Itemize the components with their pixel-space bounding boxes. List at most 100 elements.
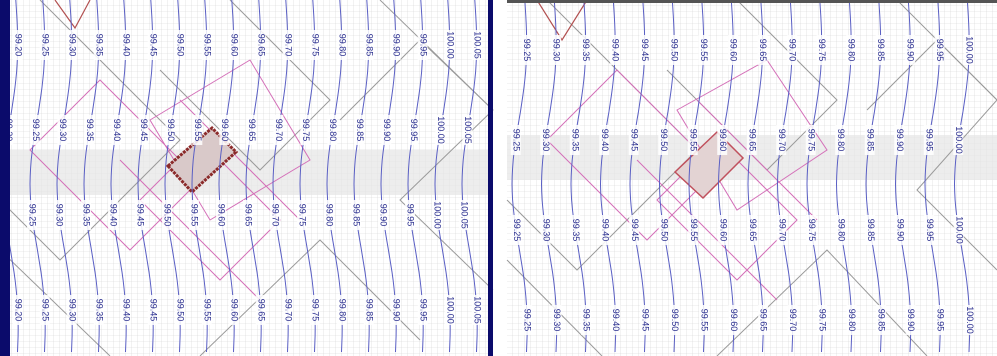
contour-label: 99.30 xyxy=(55,204,65,227)
contour-label: 100.00 xyxy=(954,216,964,244)
contour-label: 99.90 xyxy=(379,204,389,227)
contour-label: 100.00 xyxy=(954,126,964,154)
contour-label: 99.80 xyxy=(328,119,338,142)
contour-label: 99.75 xyxy=(298,204,308,227)
contour-label: 99.55 xyxy=(202,299,212,322)
contour-label: 99.80 xyxy=(337,299,347,322)
contour-label: 99.85 xyxy=(364,34,374,57)
contour-label: 99.30 xyxy=(541,219,551,242)
contour-label: 99.85 xyxy=(364,299,374,322)
contour-label: 99.95 xyxy=(418,34,428,57)
contour-label: 99.55 xyxy=(190,204,200,227)
contour-label: 99.20 xyxy=(13,299,23,322)
contour-label: 100.05 xyxy=(472,31,482,59)
contour-label: 99.65 xyxy=(256,34,266,57)
contour-label: 100.00 xyxy=(445,296,455,324)
contour-label: 99.55 xyxy=(688,129,698,152)
contour-label: 99.60 xyxy=(718,219,728,242)
right-panel: 99.2599.2599.2599.2599.3099.3099.3099.30… xyxy=(507,0,997,356)
contour-label: 99.30 xyxy=(552,39,562,62)
contour-label: 99.60 xyxy=(729,309,739,332)
top-frame xyxy=(507,0,997,3)
contour-label: 99.75 xyxy=(818,309,828,332)
contour-label: 99.60 xyxy=(217,204,227,227)
contour-label: 100.00 xyxy=(436,116,446,144)
contour-label: 100.05 xyxy=(463,116,473,144)
contour-views: 99.2099.2099.2099.2099.2599.2599.2599.25… xyxy=(0,0,997,356)
contour-label: 99.55 xyxy=(699,39,709,62)
contour-label: 99.60 xyxy=(718,129,728,152)
contour-label: 99.50 xyxy=(659,219,669,242)
contour-label: 99.75 xyxy=(301,119,311,142)
page: {"panels": [ {"contour_labels": ["99.20"… xyxy=(0,0,997,356)
contour-label: 99.90 xyxy=(895,219,905,242)
contour-label: 99.85 xyxy=(877,309,887,332)
contour-label: 99.80 xyxy=(847,39,857,62)
contour-label: 99.50 xyxy=(670,39,680,62)
contour-label: 99.50 xyxy=(163,204,173,227)
contour-label: 99.85 xyxy=(876,39,886,62)
contour-label: 99.75 xyxy=(310,299,320,322)
contour-label: 99.35 xyxy=(82,204,92,227)
contour-label: 100.05 xyxy=(460,201,470,229)
contour-label: 99.25 xyxy=(31,119,41,142)
contour-label: 99.35 xyxy=(582,309,592,332)
contour-label: 99.70 xyxy=(274,119,284,142)
contour-label: 100.00 xyxy=(965,306,975,334)
contour-label: 99.95 xyxy=(935,39,945,62)
contour-label: 99.65 xyxy=(758,39,768,62)
contour-label: 99.45 xyxy=(640,39,650,62)
contour-label: 99.25 xyxy=(512,219,522,242)
contour-label: 99.70 xyxy=(283,299,293,322)
contour-label: 99.90 xyxy=(906,309,916,332)
contour-label: 99.70 xyxy=(777,219,787,242)
contour-label: 99.70 xyxy=(777,129,787,152)
contour-label: 99.90 xyxy=(382,119,392,142)
contour-label: 99.90 xyxy=(391,299,401,322)
contour-label: 99.65 xyxy=(256,299,266,322)
contour-label: 100.00 xyxy=(445,31,455,59)
contour-label: 99.85 xyxy=(352,204,362,227)
contour-label: 99.45 xyxy=(630,219,640,242)
contour-label: 99.45 xyxy=(629,129,639,152)
contour-label: 99.80 xyxy=(836,129,846,152)
contour-label: 99.40 xyxy=(109,204,119,227)
contour-label: 99.50 xyxy=(166,119,176,142)
contour-label: 99.80 xyxy=(836,219,846,242)
contour-label: 99.70 xyxy=(271,204,281,227)
contour-label: 99.95 xyxy=(924,129,934,152)
contour-label: 99.75 xyxy=(817,39,827,62)
contour-label: 99.30 xyxy=(67,34,77,57)
contour-label: 99.65 xyxy=(759,309,769,332)
contour-label: 99.55 xyxy=(193,119,203,142)
contour-label: 99.30 xyxy=(58,119,68,142)
contour-label: 99.45 xyxy=(148,34,158,57)
contour-label: 99.40 xyxy=(121,34,131,57)
contour-label: 99.45 xyxy=(148,299,158,322)
contour-label: 99.35 xyxy=(94,34,104,57)
contour-label: 99.25 xyxy=(511,129,521,152)
contour-label: 99.30 xyxy=(67,299,77,322)
contour-label: 99.50 xyxy=(175,34,185,57)
contour-label: 100.05 xyxy=(472,296,482,324)
contour-label: 99.35 xyxy=(581,39,591,62)
contour-label: 99.25 xyxy=(40,299,50,322)
contour-label: 99.55 xyxy=(202,34,212,57)
contour-label: 99.35 xyxy=(85,119,95,142)
contour-label: 99.70 xyxy=(788,309,798,332)
contour-label: 99.50 xyxy=(670,309,680,332)
contour-label: 99.40 xyxy=(121,299,131,322)
contour-label: 99.65 xyxy=(247,119,257,142)
contour-label: 99.95 xyxy=(406,204,416,227)
contour-label: 99.25 xyxy=(522,39,532,62)
contour-label: 99.90 xyxy=(391,34,401,57)
contour-label: 99.70 xyxy=(283,34,293,57)
contour-label: 99.45 xyxy=(136,204,146,227)
contour-label: 99.95 xyxy=(925,219,935,242)
contour-label: 99.60 xyxy=(229,299,239,322)
contour-label: 99.25 xyxy=(523,309,533,332)
contour-label: 99.60 xyxy=(220,119,230,142)
contour-label: 99.90 xyxy=(906,39,916,62)
contour-label: 99.30 xyxy=(552,309,562,332)
contour-label: 99.95 xyxy=(418,299,428,322)
